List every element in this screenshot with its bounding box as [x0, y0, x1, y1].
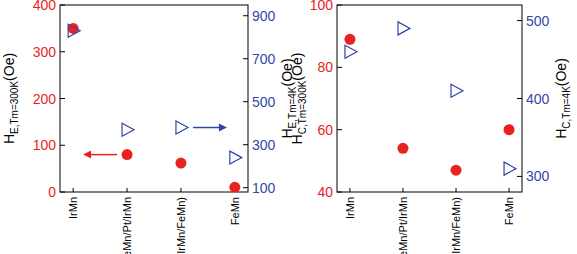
plot-frame	[337, 5, 522, 192]
arrow-head	[83, 151, 91, 159]
tick	[60, 51, 65, 52]
panel: 0 100 200 300 400 100 300 500 700 900 IrMn FeMn/Pt/…	[1, 0, 298, 254]
axis-label-main: H	[289, 134, 305, 144]
tick-label: 60	[317, 122, 333, 138]
tick-label: 300	[33, 44, 57, 60]
point	[397, 143, 408, 154]
tick	[60, 145, 65, 146]
tick	[337, 5, 342, 6]
point	[345, 45, 357, 58]
axis-label-unit: (Oe)	[289, 53, 305, 81]
tick	[180, 188, 181, 192]
point	[68, 24, 80, 37]
tick-label: 300	[252, 137, 276, 153]
tick	[509, 188, 510, 192]
tick-label: 500	[526, 13, 550, 29]
category-label: FeMn	[503, 197, 515, 225]
tick	[243, 15, 248, 16]
tick	[60, 192, 65, 193]
category-label: FeMn	[229, 197, 241, 225]
marks	[68, 23, 242, 192]
tick	[60, 5, 65, 6]
tick-label: 900	[252, 8, 276, 24]
arrow	[89, 154, 117, 156]
axis-label-sub: C,Tm=300K	[297, 80, 308, 134]
tick	[243, 101, 248, 102]
axis-label: HC,Tm=4K(Oe)	[553, 58, 572, 139]
arrow	[193, 127, 221, 129]
tick-label: 300	[526, 168, 550, 184]
axis-label-unit: (Oe)	[553, 58, 569, 86]
tick	[456, 188, 457, 192]
tick	[337, 67, 342, 68]
tick	[337, 192, 342, 193]
axis-label-main: H	[1, 134, 17, 144]
tick-label: 100	[310, 0, 334, 13]
point	[398, 22, 410, 35]
axis-label: HE,Tm=300K(Oe)	[1, 53, 20, 144]
tick	[243, 144, 248, 145]
point	[451, 165, 462, 176]
tick-label: 100	[33, 137, 57, 153]
tick-label: 400	[33, 0, 57, 13]
tick	[517, 98, 522, 99]
figure: 0 100 200 300 400 100 300 500 700 900 IrMn FeMn/Pt/…	[0, 0, 577, 254]
axis-label: HC,Tm=300K(Oe)	[289, 53, 308, 145]
tick-label: 200	[33, 91, 57, 107]
plot-frame	[60, 5, 248, 192]
point	[451, 84, 463, 97]
tick-label: 40	[317, 184, 333, 200]
axis-label-unit: (Oe)	[1, 53, 17, 81]
category-label: FeMn/Pt/IrMn	[121, 197, 133, 254]
category-label: FeMn/Pt/(IrMn/FeMn)	[175, 197, 187, 254]
tick-label: 100	[252, 180, 276, 196]
point	[344, 34, 355, 45]
axis-label-sub: E,Tm=300K	[9, 81, 20, 134]
marks	[344, 22, 516, 176]
tick	[243, 187, 248, 188]
point	[122, 149, 133, 160]
tick-label: 0	[48, 184, 56, 200]
tick-label: 400	[526, 91, 550, 107]
axis-label-main: H	[553, 129, 569, 139]
point	[230, 151, 242, 164]
point	[504, 162, 516, 175]
tick	[73, 188, 74, 192]
category-label: FeMn/Pt/(IrMn/FeMn)	[450, 197, 462, 254]
tick	[517, 20, 522, 21]
point	[504, 124, 515, 135]
tick	[517, 176, 522, 177]
tick	[349, 188, 350, 192]
point	[175, 158, 186, 169]
point	[229, 182, 240, 192]
tick	[127, 188, 128, 192]
tick-label: 500	[252, 94, 276, 110]
panel: 40 60 80 100 300 400 500 IrMn FeMn/Pt/IrMn FeMn/P…	[289, 0, 572, 254]
tick	[337, 129, 342, 130]
tick-label: 700	[252, 51, 276, 67]
point	[176, 121, 188, 134]
category-label: FeMn/Pt/IrMn	[397, 197, 409, 254]
tick	[60, 98, 65, 99]
axis-label-sub: C,Tm=4K	[561, 86, 572, 129]
arrow-head	[219, 124, 227, 132]
tick	[402, 188, 403, 192]
category-label: IrMn	[67, 197, 79, 219]
tick-label: 80	[317, 59, 333, 75]
category-label: IrMn	[344, 197, 356, 219]
point	[122, 123, 134, 136]
tick	[243, 58, 248, 59]
